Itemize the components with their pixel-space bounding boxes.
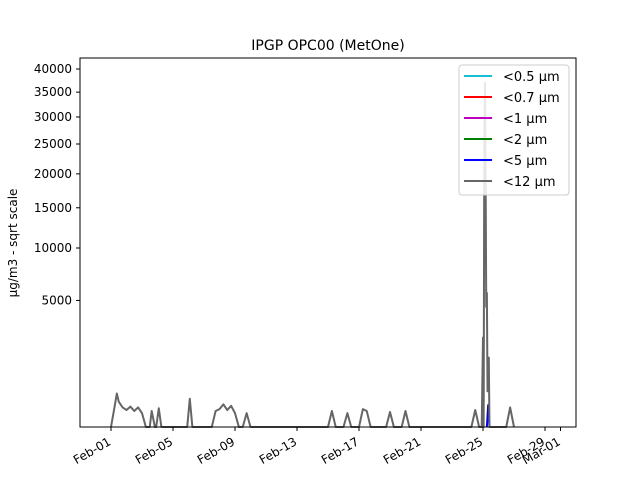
legend-label-2: <1 µm bbox=[503, 112, 547, 127]
x-axis: Feb-01 Feb-05 Feb-09 Feb-13 Feb-17 Feb-21 Feb-… bbox=[71, 427, 563, 467]
legend-label-0: <0.5 µm bbox=[503, 70, 560, 85]
y-tick-label-7: 40000 bbox=[34, 62, 72, 76]
y-tick-label-4: 25000 bbox=[34, 137, 72, 151]
series-line-5 bbox=[110, 81, 515, 428]
x-tick-label-5: Feb-21 bbox=[381, 434, 423, 467]
series-layer bbox=[110, 81, 515, 428]
y-tick-label-1: 10000 bbox=[34, 241, 72, 255]
x-tick-label-2: Feb-09 bbox=[195, 434, 237, 467]
y-tick-label-6: 35000 bbox=[34, 85, 72, 99]
y-tick-label-5: 30000 bbox=[34, 110, 72, 124]
y-tick-label-0: 5000 bbox=[41, 293, 72, 307]
legend-label-3: <2 µm bbox=[503, 133, 547, 148]
legend-label-5: <12 µm bbox=[503, 175, 556, 190]
y-axis-label: µg/m3 - sqrt scale bbox=[6, 189, 20, 298]
y-tick-label-2: 15000 bbox=[34, 201, 72, 215]
x-tick-label-6: Feb-25 bbox=[443, 434, 485, 467]
chart-title: IPGP OPC00 (MetOne) bbox=[251, 38, 404, 54]
plot-frame bbox=[79, 57, 577, 428]
x-tick-label-3: Feb-13 bbox=[257, 434, 299, 467]
x-tick-label-1: Feb-05 bbox=[133, 434, 175, 467]
y-tick-label-3: 20000 bbox=[34, 167, 72, 181]
legend-label-1: <0.7 µm bbox=[503, 91, 560, 106]
x-tick-label-0: Feb-01 bbox=[71, 434, 113, 467]
y-axis: 5000 10000 15000 20000 25000 30000 35000 40000 bbox=[34, 62, 80, 307]
legend: <0.5 µm <0.7 µm <1 µm <2 µm <5 µm <12 µm bbox=[458, 64, 570, 196]
x-tick-label-4: Feb-17 bbox=[319, 434, 361, 467]
legend-label-4: <5 µm bbox=[503, 154, 547, 169]
